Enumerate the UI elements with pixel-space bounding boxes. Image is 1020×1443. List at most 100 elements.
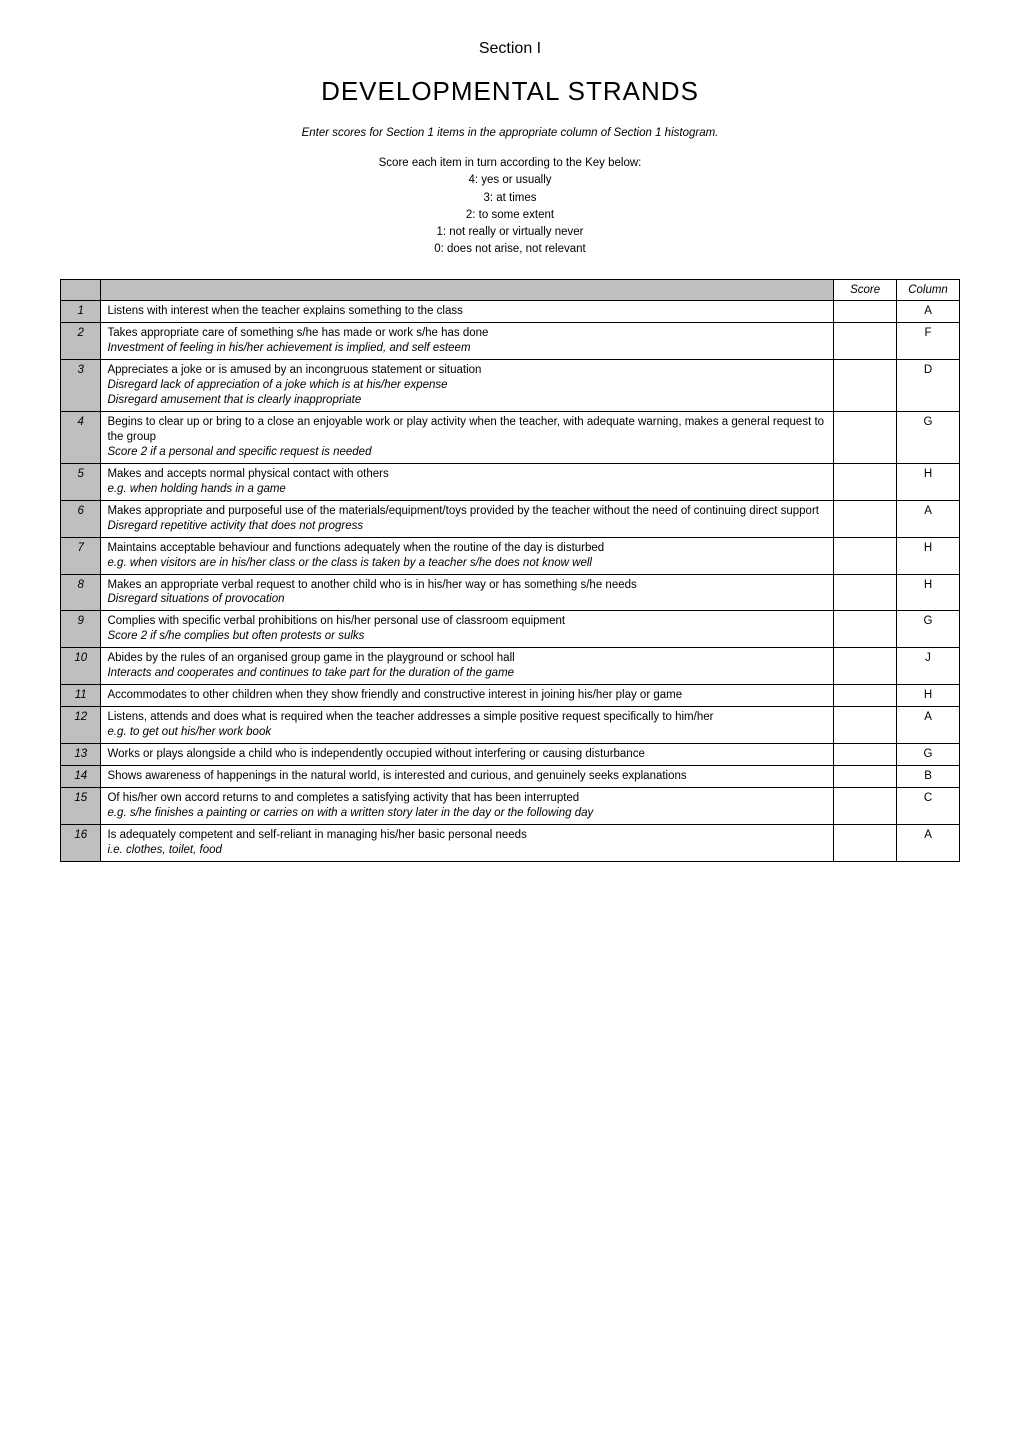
row-number: 10 (61, 648, 101, 685)
key-line: 3: at times (60, 190, 960, 207)
header-blank-num (61, 279, 101, 301)
row-note: Disregard amusement that is clearly inap… (107, 393, 827, 408)
score-cell[interactable] (834, 463, 897, 500)
row-note: e.g. s/he finishes a painting or carries… (107, 806, 827, 821)
score-cell[interactable] (834, 360, 897, 412)
header-row: Score Column (61, 279, 960, 301)
header-blank-desc (101, 279, 834, 301)
row-note: e.g. to get out his/her work book (107, 725, 827, 740)
key-line: 4: yes or usually (60, 172, 960, 189)
score-cell[interactable] (834, 611, 897, 648)
row-description: Begins to clear up or bring to a close a… (101, 412, 834, 464)
row-text: Appreciates a joke or is amused by an in… (107, 363, 827, 378)
row-number: 16 (61, 824, 101, 861)
row-number: 4 (61, 412, 101, 464)
row-description: Abides by the rules of an organised grou… (101, 648, 834, 685)
row-text: Of his/her own accord returns to and com… (107, 791, 827, 806)
table-row: 7Maintains acceptable behaviour and func… (61, 537, 960, 574)
score-cell[interactable] (834, 824, 897, 861)
column-cell: A (897, 301, 960, 323)
table-row: 16Is adequately competent and self-relia… (61, 824, 960, 861)
table-row: 14 Shows awareness of happenings in the n… (61, 765, 960, 787)
row-description: Appreciates a joke or is amused by an in… (101, 360, 834, 412)
key-intro: Score each item in turn according to the… (60, 155, 960, 172)
row-text: Abides by the rules of an organised grou… (107, 651, 827, 666)
table-row: 2Takes appropriate care of something s/h… (61, 323, 960, 360)
column-cell: H (897, 463, 960, 500)
column-cell: B (897, 765, 960, 787)
row-note: Disregard repetitive activity that does … (107, 519, 827, 534)
row-text: Shows awareness of happenings in the nat… (107, 769, 827, 784)
row-description: Makes an appropriate verbal request to a… (101, 574, 834, 611)
row-text: Makes appropriate and purposeful use of … (107, 504, 827, 519)
header-column: Column (897, 279, 960, 301)
row-description: Works or plays alongside a child who is … (101, 743, 834, 765)
row-note: Disregard lack of appreciation of a joke… (107, 378, 827, 393)
score-cell[interactable] (834, 574, 897, 611)
row-description: Accommodates to other children when they… (101, 685, 834, 707)
score-cell[interactable] (834, 500, 897, 537)
row-text: Listens, attends and does what is requir… (107, 710, 827, 725)
table-row: 9Complies with specific verbal prohibiti… (61, 611, 960, 648)
score-cell[interactable] (834, 301, 897, 323)
column-cell: H (897, 574, 960, 611)
row-description: Maintains acceptable behaviour and funct… (101, 537, 834, 574)
row-description: Makes and accepts normal physical contac… (101, 463, 834, 500)
row-text: Listens with interest when the teacher e… (107, 304, 827, 319)
header-score: Score (834, 279, 897, 301)
key-line: 2: to some extent (60, 207, 960, 224)
table-row: 15 Of his/her own accord returns to and c… (61, 787, 960, 824)
row-note: e.g. when visitors are in his/her class … (107, 556, 827, 571)
row-text: Works or plays alongside a child who is … (107, 747, 827, 762)
row-description: Is adequately competent and self-reliant… (101, 824, 834, 861)
row-text: Takes appropriate care of something s/he… (107, 326, 827, 341)
row-number: 3 (61, 360, 101, 412)
column-cell: A (897, 500, 960, 537)
section-label: Section I (60, 40, 960, 58)
column-cell: J (897, 648, 960, 685)
table-row: 3 Appreciates a joke or is amused by an i… (61, 360, 960, 412)
main-title: DEVELOPMENTAL STRANDS (60, 76, 960, 107)
row-number: 13 (61, 743, 101, 765)
row-description: Makes appropriate and purposeful use of … (101, 500, 834, 537)
column-cell: H (897, 537, 960, 574)
key-line: 1: not really or virtually never (60, 224, 960, 241)
table-row: 6Makes appropriate and purposeful use of… (61, 500, 960, 537)
column-cell: C (897, 787, 960, 824)
row-number: 1 (61, 301, 101, 323)
subtitle: Enter scores for Section 1 items in the … (60, 127, 960, 139)
scoring-key: Score each item in turn according to the… (60, 155, 960, 259)
column-cell: F (897, 323, 960, 360)
score-cell[interactable] (834, 648, 897, 685)
column-cell: G (897, 412, 960, 464)
row-number: 5 (61, 463, 101, 500)
column-cell: G (897, 611, 960, 648)
row-description: Listens with interest when the teacher e… (101, 301, 834, 323)
row-description: Takes appropriate care of something s/he… (101, 323, 834, 360)
score-cell[interactable] (834, 787, 897, 824)
score-cell[interactable] (834, 323, 897, 360)
row-text: Makes and accepts normal physical contac… (107, 467, 827, 482)
row-note: Interacts and cooperates and continues t… (107, 666, 827, 681)
row-number: 12 (61, 707, 101, 744)
column-cell: D (897, 360, 960, 412)
row-note: i.e. clothes, toilet, food (107, 843, 827, 858)
row-number: 7 (61, 537, 101, 574)
score-cell[interactable] (834, 765, 897, 787)
column-cell: A (897, 707, 960, 744)
score-cell[interactable] (834, 412, 897, 464)
row-number: 8 (61, 574, 101, 611)
table-row: 1 Listens with interest when the teacher … (61, 301, 960, 323)
score-cell[interactable] (834, 707, 897, 744)
row-number: 14 (61, 765, 101, 787)
score-cell[interactable] (834, 743, 897, 765)
table-row: 10 Abides by the rules of an organised gr… (61, 648, 960, 685)
row-description: Listens, attends and does what is requir… (101, 707, 834, 744)
row-note: Score 2 if a personal and specific reque… (107, 445, 827, 460)
row-description: Complies with specific verbal prohibitio… (101, 611, 834, 648)
row-number: 15 (61, 787, 101, 824)
score-cell[interactable] (834, 685, 897, 707)
column-cell: H (897, 685, 960, 707)
row-description: Of his/her own accord returns to and com… (101, 787, 834, 824)
score-cell[interactable] (834, 537, 897, 574)
